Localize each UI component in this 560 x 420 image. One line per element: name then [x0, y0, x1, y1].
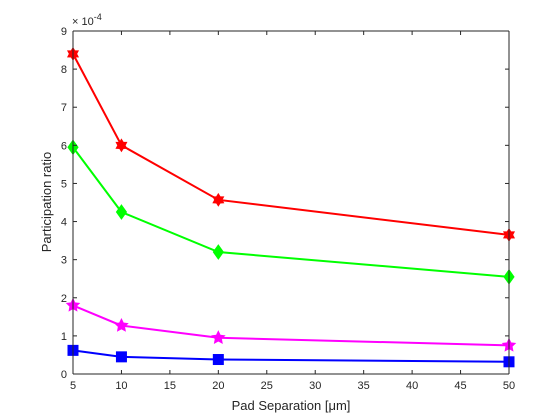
data-point: [213, 355, 223, 365]
x-tick-label: 5: [70, 380, 76, 392]
plot-area: [73, 31, 509, 374]
x-tick-label: 15: [164, 380, 176, 392]
x-tick-label: 30: [309, 380, 321, 392]
x-tick-label: 40: [406, 380, 418, 392]
y-tick-label: 1: [61, 331, 67, 343]
x-tick-label: 20: [212, 380, 224, 392]
y-tick-label: 2: [61, 293, 67, 305]
y-tick-label: 0: [61, 369, 67, 381]
y-axis-label: Participation ratio: [39, 152, 54, 252]
y-tick-label: 9: [61, 26, 67, 38]
y-tick-label: 5: [61, 178, 67, 190]
y-tick-label: 8: [61, 64, 67, 76]
x-axis-label: Pad Separation [μm]: [232, 398, 351, 413]
y-exponent-label: × 10-4: [72, 12, 102, 28]
y-tick-label: 4: [61, 217, 67, 229]
x-tick-label: 50: [503, 380, 515, 392]
x-tick-label: 45: [454, 380, 466, 392]
y-exponent-power: -4: [94, 12, 102, 22]
y-exponent-base: × 10: [72, 16, 94, 28]
y-tick-label: 3: [61, 255, 67, 267]
y-tick-label: 7: [61, 102, 67, 114]
data-point: [116, 352, 126, 362]
x-tick-label: 35: [358, 380, 370, 392]
x-tick-label: 25: [261, 380, 273, 392]
x-tick-label: 10: [115, 380, 127, 392]
y-tick-label: 6: [61, 140, 67, 152]
